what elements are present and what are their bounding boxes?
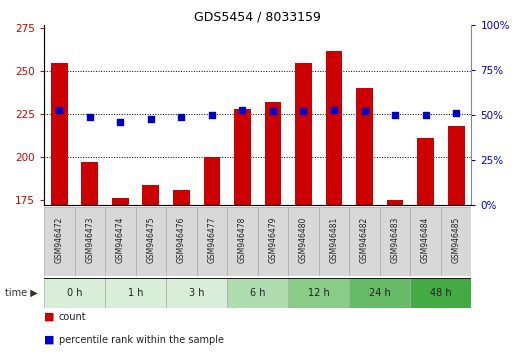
Bar — [227, 278, 288, 308]
Point — [85, 114, 94, 120]
Text: GSM946481: GSM946481 — [329, 217, 339, 263]
Bar — [295, 63, 312, 205]
Point — [269, 109, 277, 114]
Text: GSM946477: GSM946477 — [207, 217, 217, 263]
Text: count: count — [59, 312, 86, 322]
Text: 48 h: 48 h — [430, 288, 452, 298]
Bar — [105, 278, 166, 308]
Text: GSM946482: GSM946482 — [360, 217, 369, 263]
Text: 12 h: 12 h — [308, 288, 329, 298]
Bar — [326, 51, 342, 205]
Bar — [112, 199, 129, 205]
Point — [116, 119, 124, 125]
Bar — [349, 278, 410, 308]
Text: GSM946480: GSM946480 — [299, 217, 308, 263]
Bar — [227, 207, 258, 276]
Text: percentile rank within the sample: percentile rank within the sample — [59, 335, 224, 345]
Bar — [410, 207, 441, 276]
Point — [452, 110, 461, 116]
Bar — [441, 207, 471, 276]
Bar — [288, 207, 319, 276]
Bar — [136, 207, 166, 276]
Point — [208, 112, 216, 118]
Point — [361, 109, 369, 114]
Bar — [288, 278, 349, 308]
Bar — [234, 109, 251, 205]
Bar — [448, 126, 465, 205]
Text: 1 h: 1 h — [128, 288, 143, 298]
Point — [422, 112, 430, 118]
Text: GSM946483: GSM946483 — [391, 217, 399, 263]
Bar — [356, 88, 373, 205]
Text: GSM946485: GSM946485 — [452, 217, 461, 263]
Text: GSM946475: GSM946475 — [147, 217, 155, 263]
Text: GSM946472: GSM946472 — [55, 217, 64, 263]
Point — [299, 109, 308, 114]
Bar — [349, 207, 380, 276]
Point — [177, 114, 185, 120]
Bar — [258, 207, 288, 276]
Point — [391, 112, 399, 118]
Text: 24 h: 24 h — [369, 288, 391, 298]
Bar — [417, 138, 434, 205]
Bar — [51, 63, 68, 205]
Text: 0 h: 0 h — [67, 288, 82, 298]
Text: GSM946484: GSM946484 — [421, 217, 430, 263]
Bar — [142, 185, 159, 205]
Bar — [380, 207, 410, 276]
Point — [147, 116, 155, 121]
Bar — [173, 190, 190, 205]
Bar — [166, 207, 197, 276]
Text: GSM946474: GSM946474 — [116, 217, 125, 263]
Text: ■: ■ — [44, 312, 54, 322]
Text: GDS5454 / 8033159: GDS5454 / 8033159 — [194, 11, 321, 24]
Bar — [204, 157, 220, 205]
Bar — [410, 278, 471, 308]
Point — [55, 107, 63, 113]
Text: ■: ■ — [44, 335, 54, 345]
Bar — [105, 207, 136, 276]
Text: 6 h: 6 h — [250, 288, 265, 298]
Bar — [386, 200, 404, 205]
Bar — [44, 207, 75, 276]
Bar — [166, 278, 227, 308]
Text: 3 h: 3 h — [189, 288, 205, 298]
Text: GSM946478: GSM946478 — [238, 217, 247, 263]
Point — [238, 107, 247, 113]
Text: time ▶: time ▶ — [5, 288, 38, 298]
Bar — [197, 207, 227, 276]
Bar — [75, 207, 105, 276]
Bar — [319, 207, 349, 276]
Text: GSM946473: GSM946473 — [85, 217, 94, 263]
Text: GSM946479: GSM946479 — [268, 217, 278, 263]
Point — [330, 107, 338, 113]
Text: GSM946476: GSM946476 — [177, 217, 186, 263]
Bar — [265, 102, 281, 205]
Bar — [44, 278, 105, 308]
Bar — [81, 162, 98, 205]
